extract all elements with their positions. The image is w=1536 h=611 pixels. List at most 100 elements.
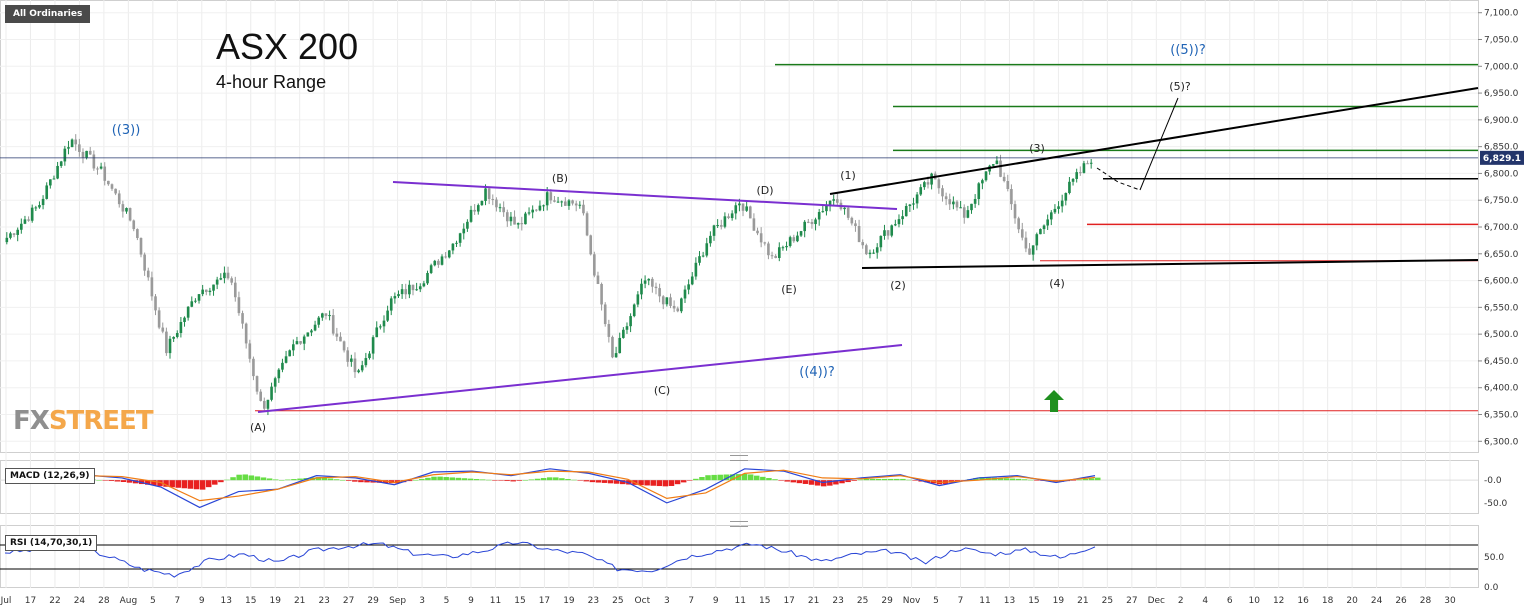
candle-body: [139, 237, 143, 255]
time-tick-label: 9: [199, 596, 205, 606]
candle-body: [277, 369, 281, 379]
macd-histogram-bar: [997, 477, 1004, 481]
candle-body: [879, 235, 883, 248]
macd-histogram-bar: [668, 480, 675, 486]
candle-body: [165, 331, 168, 354]
candle-body: [1020, 229, 1024, 238]
macd-histogram-bar: [827, 480, 833, 486]
macd-histogram-bar: [808, 480, 815, 485]
candle-body: [281, 362, 284, 370]
macd-histogram-bar: [814, 480, 821, 486]
candle-body: [339, 336, 342, 342]
candle-body: [857, 226, 861, 243]
macd-histogram-bar: [492, 480, 498, 481]
candle-body: [426, 272, 429, 284]
candle-body: [825, 205, 828, 212]
candle-body: [415, 289, 418, 291]
candle-body: [375, 327, 379, 338]
candle-body: [121, 204, 125, 212]
candle-body: [45, 185, 49, 199]
rsi-axis-label: 0.0: [1484, 583, 1499, 593]
candle-body: [386, 310, 389, 321]
pane-resize-handle-rsi[interactable]: [730, 521, 748, 527]
candle-body: [186, 306, 190, 318]
candle-body: [1013, 204, 1017, 219]
macd-histogram-bar: [717, 474, 723, 481]
candle-body: [1035, 234, 1039, 246]
time-tick-label: 18: [1322, 596, 1334, 606]
macd-histogram-bar: [443, 477, 449, 481]
macd-axis-label: -0.0: [1484, 476, 1502, 486]
pane-resize-handle-macd[interactable]: [730, 455, 748, 461]
candle-body: [1046, 219, 1049, 226]
candle-body: [38, 205, 41, 208]
macd-histogram-bar: [577, 480, 583, 481]
candle-body: [473, 209, 476, 212]
candle-body: [883, 230, 886, 236]
candle-body: [716, 225, 719, 227]
candle-body: [836, 199, 839, 203]
time-tick-label: Oct: [635, 596, 651, 606]
candle-body: [894, 224, 897, 226]
wave-label: (A): [250, 421, 266, 434]
candle-body: [730, 213, 734, 219]
candle-body: [491, 199, 495, 201]
candle-body: [175, 333, 179, 337]
time-tick-label: 10: [1248, 596, 1260, 606]
macd-histogram-bar: [699, 477, 705, 481]
fxstreet-logo: FXSTREET: [13, 406, 154, 436]
time-tick-label: 28: [98, 596, 110, 606]
price-tick-label: 6,800.0: [1484, 169, 1519, 179]
current-price-tag: [1480, 150, 1524, 165]
macd-histogram-bar: [802, 480, 809, 484]
price-tick-label: 6,900.0: [1484, 116, 1519, 126]
macd-indicator-label[interactable]: MACD (12,26,9): [5, 468, 95, 484]
macd-histogram-bar: [516, 480, 523, 481]
time-tick-label: 13: [1004, 596, 1015, 606]
candle-body: [781, 247, 785, 249]
wave-label: ((5))?: [1170, 43, 1205, 58]
candle-body: [524, 213, 527, 225]
macd-histogram-bar: [230, 477, 236, 481]
candle-body: [16, 229, 20, 235]
price-tick-label: 6,300.0: [1484, 437, 1519, 447]
time-tick-label: 21: [294, 596, 305, 606]
candle-body: [357, 370, 360, 373]
candle-body: [70, 139, 74, 148]
price-tick-label: 7,100.0: [1484, 9, 1519, 19]
macd-histogram-bar: [766, 478, 772, 481]
time-tick-label: 29: [881, 596, 893, 606]
candle-body: [962, 207, 966, 218]
macd-histogram-bar: [1095, 477, 1101, 481]
macd-histogram-bar: [437, 476, 443, 481]
price-tick-label: 6,850.0: [1484, 143, 1519, 153]
time-tick-label: 7: [958, 596, 964, 606]
time-tick-label: 11: [979, 596, 990, 606]
time-tick-label: 3: [419, 596, 425, 606]
macd-histogram-bar: [887, 478, 894, 481]
candle-body: [912, 203, 915, 205]
candle-body: [27, 219, 30, 221]
candle-body: [233, 282, 237, 298]
symbol-badge[interactable]: All Ordinaries: [5, 5, 91, 23]
candle-body: [226, 272, 230, 279]
price-tick-label: 6,550.0: [1484, 303, 1519, 313]
macd-histogram-bar: [102, 480, 108, 481]
candle-body: [865, 245, 868, 255]
candle-body: [665, 297, 669, 305]
macd-histogram-bar: [747, 474, 754, 481]
rsi-indicator-label[interactable]: RSI (14,70,30,1): [5, 535, 98, 551]
candle-body: [411, 284, 415, 291]
macd-histogram-bar: [607, 480, 614, 484]
candle-body: [669, 297, 672, 306]
candle-body: [458, 233, 462, 243]
candle-body: [1002, 176, 1006, 182]
candle-body: [154, 296, 157, 311]
macd-histogram-bar: [851, 480, 857, 481]
macd-histogram-bar: [644, 480, 650, 486]
candle-body: [709, 235, 712, 244]
candle-body: [984, 171, 988, 181]
time-tick-label: 29: [367, 596, 379, 606]
time-tick-label: 23: [588, 596, 599, 606]
